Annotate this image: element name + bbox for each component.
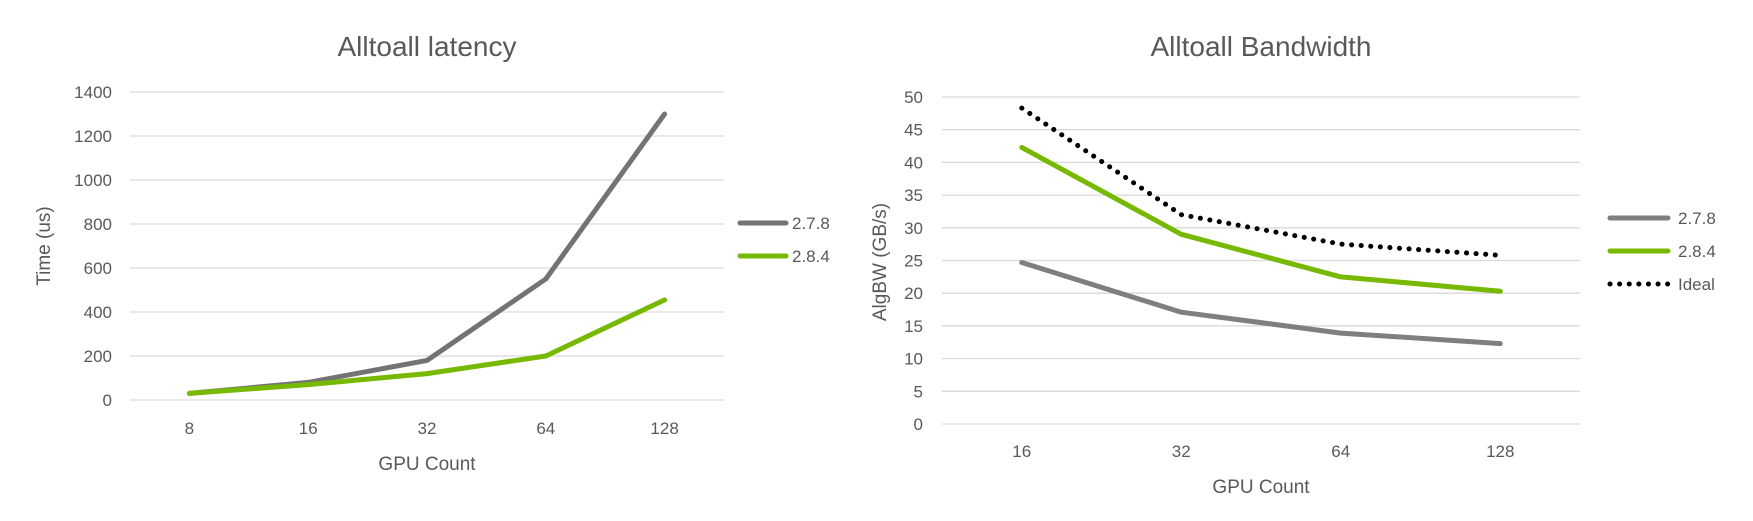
y-tick-label: 0 [103, 391, 112, 410]
x-tick-label: 32 [1172, 442, 1191, 461]
series-line-2-8-4 [189, 300, 664, 394]
series-line-2-7-8 [1022, 263, 1501, 344]
y-axis-label: Time (us) [34, 206, 55, 286]
y-tick-label: 1200 [74, 127, 112, 146]
x-tick-label: 128 [650, 419, 678, 438]
x-axis-label: GPU Count [378, 454, 476, 475]
x-tick-label: 16 [299, 419, 318, 438]
x-tick-label: 16 [1012, 442, 1031, 461]
y-tick-label: 400 [84, 303, 112, 322]
y-tick-label: 20 [904, 284, 923, 303]
y-tick-label: 25 [904, 252, 923, 271]
y-tick-label: 30 [904, 219, 923, 238]
chart-title: Alltoall Bandwidth [1150, 31, 1371, 62]
y-tick-label: 200 [84, 347, 112, 366]
y-tick-label: 600 [84, 259, 112, 278]
y-tick-label: 1400 [74, 83, 112, 102]
y-tick-label: 50 [904, 88, 923, 107]
y-tick-label: 35 [904, 186, 923, 205]
y-tick-label: 0 [914, 415, 923, 434]
y-tick-label: 5 [914, 382, 923, 401]
y-tick-label: 40 [904, 153, 923, 172]
y-tick-label: 800 [84, 215, 112, 234]
y-tick-label: 1000 [74, 171, 112, 190]
legend-label: 2.8.4 [792, 247, 830, 266]
x-tick-label: 64 [1331, 442, 1350, 461]
x-tick-label: 128 [1486, 442, 1514, 461]
series-line-2-7-8 [189, 114, 664, 393]
x-tick-label: 64 [536, 419, 555, 438]
chart-title: Alltoall latency [338, 31, 517, 62]
legend-label: 2.8.4 [1678, 242, 1716, 261]
x-tick-label: 8 [185, 419, 194, 438]
y-tick-label: 45 [904, 121, 923, 140]
legend-label: 2.7.8 [792, 214, 830, 233]
legend-label: Ideal [1678, 275, 1715, 294]
x-axis-label: GPU Count [1212, 477, 1310, 498]
y-tick-label: 10 [904, 350, 923, 369]
x-tick-label: 32 [418, 419, 437, 438]
legend-label: 2.7.8 [1678, 209, 1716, 228]
series-line-2-8-4 [1022, 147, 1501, 291]
y-tick-label: 15 [904, 317, 923, 336]
y-axis-label: AlgBW (GB/s) [870, 203, 891, 321]
